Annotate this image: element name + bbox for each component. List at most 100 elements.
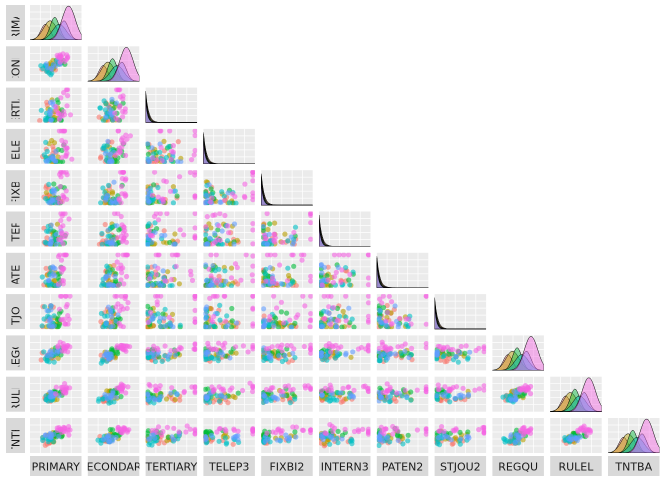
scatter-point <box>155 194 161 200</box>
panel-tntba-vs-fixbi2 <box>261 418 313 453</box>
scatter-point <box>43 158 49 164</box>
scatter-point <box>204 214 210 220</box>
scatter-point <box>334 305 341 311</box>
panel-tertiary-vs-tertiary <box>145 87 198 123</box>
panels-layer <box>30 5 660 453</box>
scatter-point <box>167 239 173 246</box>
panel-rulel-vs-paten2 <box>376 376 429 412</box>
scatter-point <box>274 305 280 311</box>
density-curve <box>261 173 313 206</box>
panel-marks <box>30 5 82 40</box>
scatter-point <box>55 281 62 287</box>
row-strip-primary: PRIMARY <box>6 5 25 40</box>
scatter-point <box>119 345 125 351</box>
scatter-point <box>44 357 50 364</box>
scatter-point <box>63 294 69 299</box>
scatter-point <box>408 389 414 395</box>
scatter-point <box>277 344 283 351</box>
scatter-point <box>203 224 209 230</box>
panel-marks <box>145 170 198 206</box>
scatter-point <box>261 313 267 319</box>
scatter-point <box>154 351 160 357</box>
panel-marks <box>203 132 255 164</box>
density-curve <box>30 24 82 40</box>
scatter-point <box>104 142 110 148</box>
scatter-point <box>319 392 325 398</box>
scatter-point <box>154 157 160 163</box>
panel-marks <box>145 91 198 123</box>
density-curve <box>608 433 660 453</box>
scatter-point <box>204 395 210 401</box>
column-label: SECONDARY <box>80 461 148 474</box>
scatter-point <box>113 434 119 440</box>
scatter-point <box>240 343 246 349</box>
scatter-point <box>453 384 460 390</box>
scatter-point <box>122 295 128 302</box>
scatter-point <box>380 294 386 299</box>
scatter-point <box>107 427 113 433</box>
scatter-point <box>67 344 73 350</box>
scatter-point <box>56 306 63 312</box>
scatter-point <box>212 230 218 236</box>
scatter-point <box>457 429 463 435</box>
column-label: INTERN3 <box>321 461 369 474</box>
scatter-point <box>414 427 420 433</box>
scatter-point <box>105 233 111 239</box>
panel-fixbi2-vs-secondary <box>87 170 140 206</box>
panel-intern3-vs-primary <box>30 211 82 247</box>
scatter-point <box>192 431 198 437</box>
strip-background <box>6 418 25 453</box>
scatter-point <box>472 387 478 393</box>
scatter-point <box>150 233 156 239</box>
scatter-point <box>169 385 175 391</box>
scatter-point <box>177 322 183 328</box>
scatter-point <box>64 103 70 109</box>
scatter-point <box>447 399 453 405</box>
scatter-point <box>218 386 224 392</box>
scatter-point <box>280 389 286 395</box>
scatter-point <box>385 394 391 400</box>
scatter-point <box>51 359 57 365</box>
scatter-point <box>360 426 366 432</box>
scatter-point <box>441 346 447 352</box>
scatter-point <box>293 314 299 320</box>
density-curve <box>550 377 602 412</box>
scatter-point <box>189 384 195 390</box>
scatter-point <box>457 441 463 447</box>
scatter-point <box>333 269 339 275</box>
scatter-point <box>53 384 59 390</box>
scatter-point <box>153 252 159 258</box>
scatter-point <box>105 273 112 279</box>
scatter-point <box>423 321 429 327</box>
panel-secondary-vs-primary <box>30 46 82 82</box>
row-strip-intern3: INTERN3 <box>6 211 25 247</box>
scatter-point <box>264 241 271 247</box>
scatter-point <box>414 387 420 393</box>
scatter-point <box>58 294 64 299</box>
scatter-point <box>58 218 64 224</box>
scatter-point <box>292 396 298 402</box>
scatter-point <box>264 430 270 436</box>
scatter-point <box>228 265 235 271</box>
scatter-point <box>61 128 67 134</box>
scatter-point <box>203 232 209 238</box>
scatter-point <box>376 434 382 441</box>
scatter-point <box>247 380 253 386</box>
scatter-point <box>115 252 121 258</box>
panel-tertiary-vs-primary <box>30 87 82 123</box>
scatter-point <box>525 429 531 435</box>
scatter-point <box>346 305 352 311</box>
scatter-point <box>157 315 163 321</box>
scatter-point <box>326 310 332 316</box>
scatter-point <box>321 264 327 270</box>
scatter-point <box>165 354 171 360</box>
scatter-point <box>269 279 275 285</box>
scatter-point <box>157 383 163 389</box>
panel-marks <box>145 423 198 448</box>
scatter-point <box>335 317 341 323</box>
scatter-point <box>435 382 441 388</box>
scatter-point <box>209 282 215 288</box>
panel-marks <box>434 343 487 365</box>
scatter-point <box>288 234 294 240</box>
scatter-point <box>184 423 190 429</box>
